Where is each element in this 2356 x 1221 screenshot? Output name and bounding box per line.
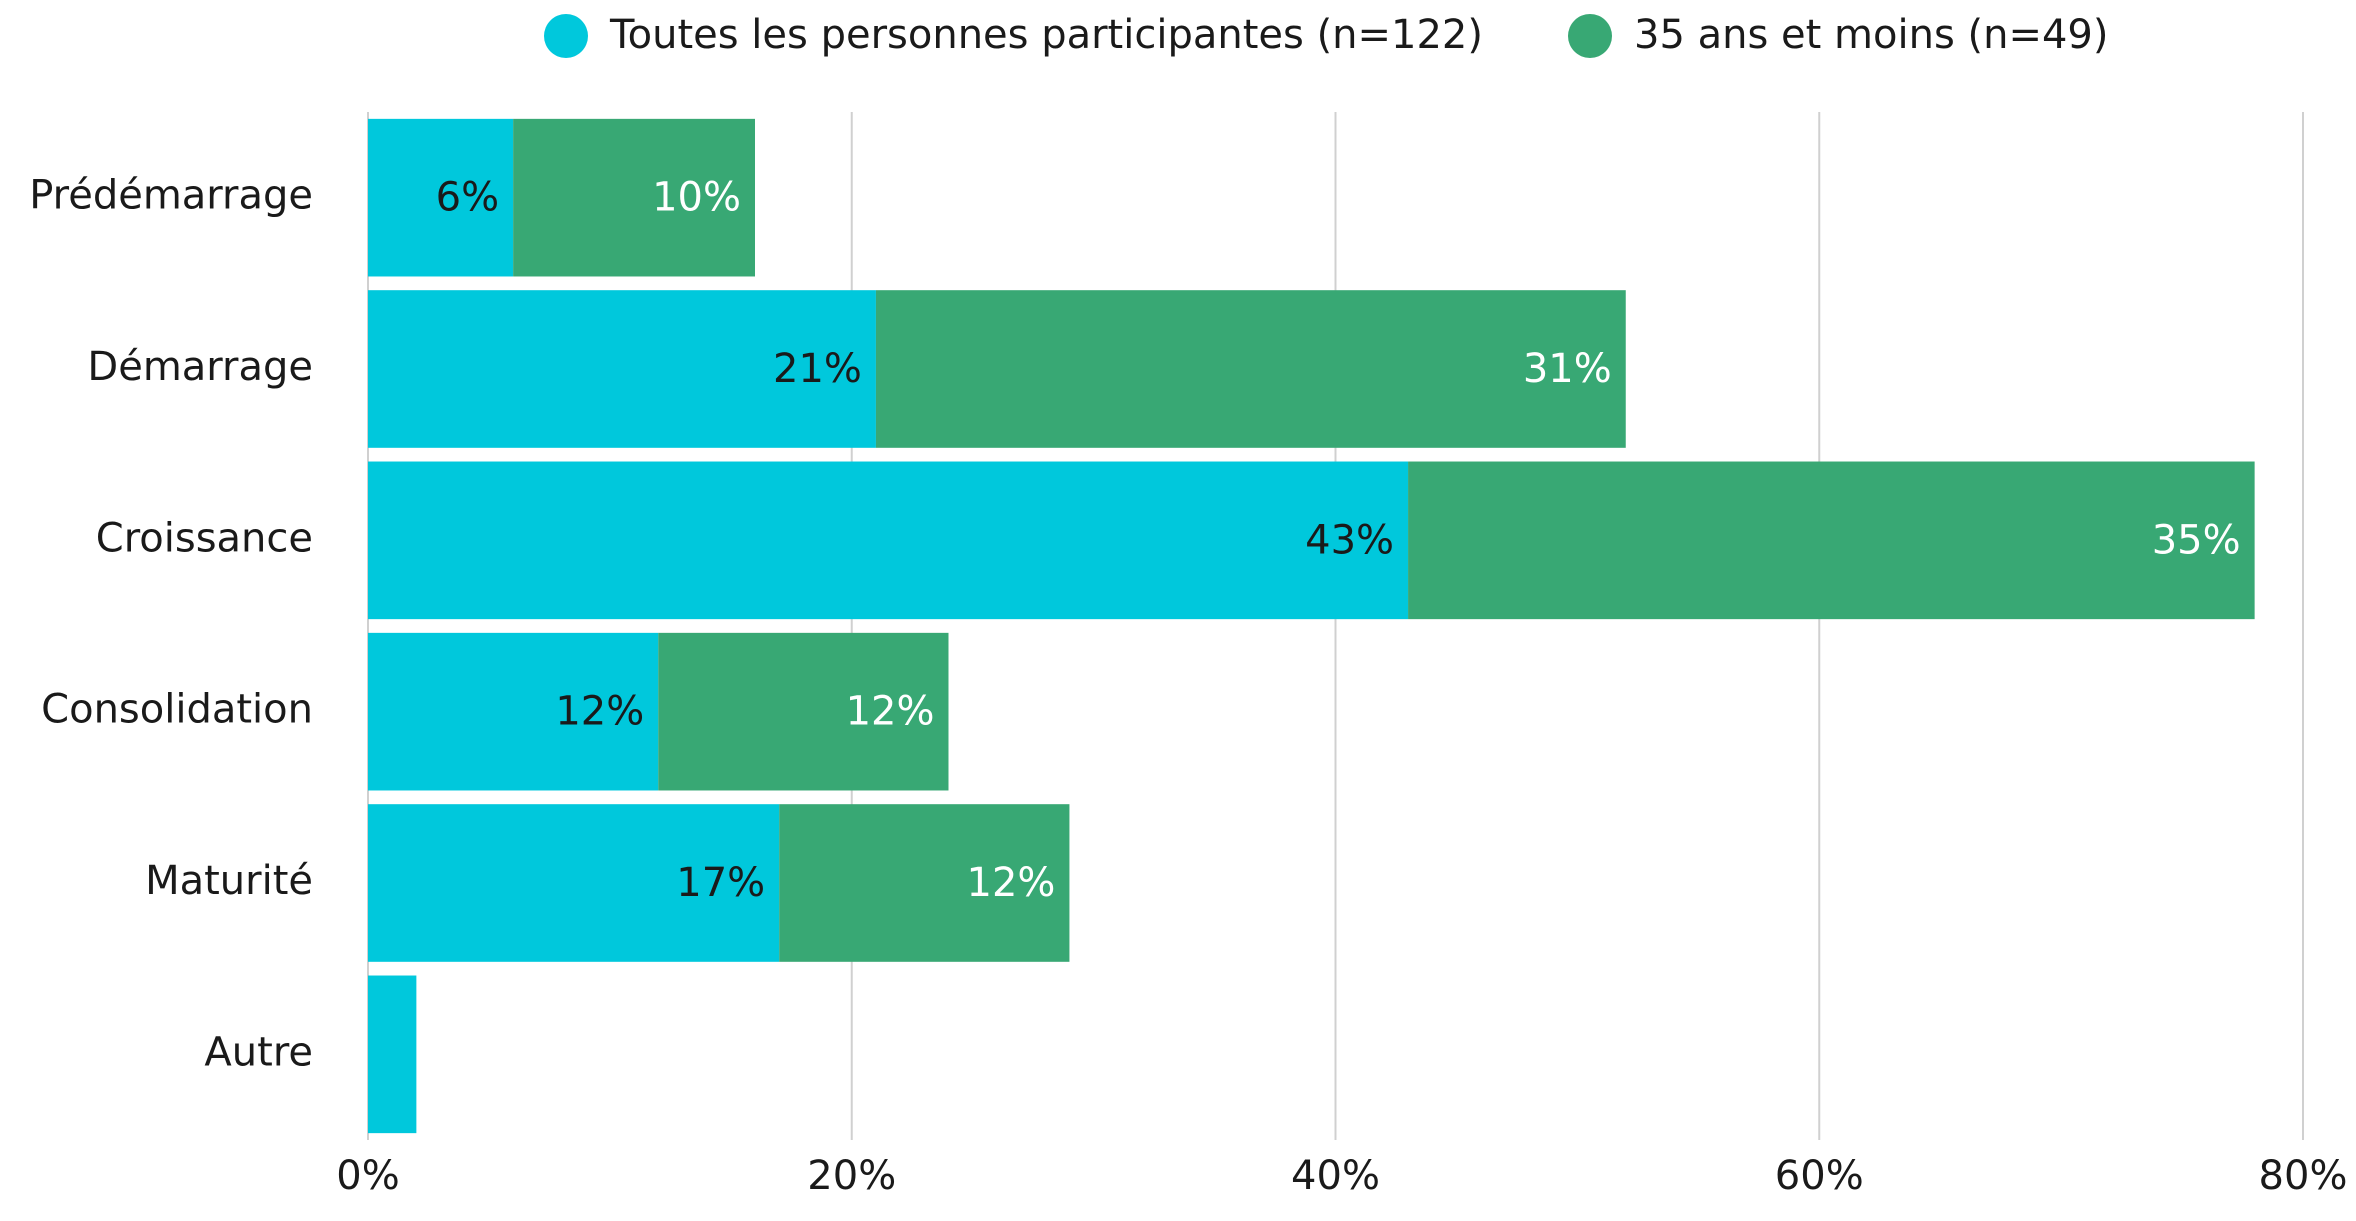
value-label: 12% — [967, 860, 1056, 906]
bar-segment — [368, 975, 417, 1134]
y-tick-label: Maturité — [145, 858, 313, 904]
value-label: 43% — [1305, 517, 1394, 563]
bar-segment — [513, 118, 755, 277]
x-tick-label: 40% — [1291, 1153, 1380, 1199]
y-tick-label: Consolidation — [41, 687, 313, 733]
bar-segment — [368, 290, 876, 448]
legend-marker — [1568, 14, 1612, 58]
bar-segment — [368, 118, 514, 277]
y-tick-label: Autre — [204, 1029, 313, 1075]
value-label: 10% — [652, 175, 741, 221]
x-tick-label: 0% — [336, 1153, 399, 1199]
legend-marker — [544, 14, 588, 58]
legend-label: 35 ans et moins (n=49) — [1634, 12, 2108, 58]
bar-segment — [1408, 461, 2255, 620]
bar-segment — [368, 461, 1409, 620]
bar-segment — [875, 290, 1626, 448]
value-label: 6% — [436, 175, 499, 221]
y-tick-label: Prédémarrage — [29, 173, 313, 219]
bar-segment — [779, 804, 1070, 962]
y-tick-label: Démarrage — [87, 344, 313, 390]
x-tick-label: 80% — [2259, 1153, 2348, 1199]
value-label: 12% — [846, 689, 935, 735]
value-label: 21% — [773, 346, 862, 392]
x-tick-label: 20% — [807, 1153, 896, 1199]
legend-label: Toutes les personnes participantes (n=12… — [609, 12, 1483, 58]
value-label: 35% — [2152, 517, 2241, 563]
bar-segment — [368, 804, 780, 962]
bar-segment — [658, 632, 949, 791]
bar-segment — [368, 632, 659, 791]
value-label: 17% — [676, 860, 765, 906]
x-tick-label: 60% — [1775, 1153, 1864, 1199]
value-label: 12% — [555, 689, 644, 735]
y-tick-label: Croissance — [96, 515, 313, 561]
value-label: 31% — [1523, 346, 1612, 392]
